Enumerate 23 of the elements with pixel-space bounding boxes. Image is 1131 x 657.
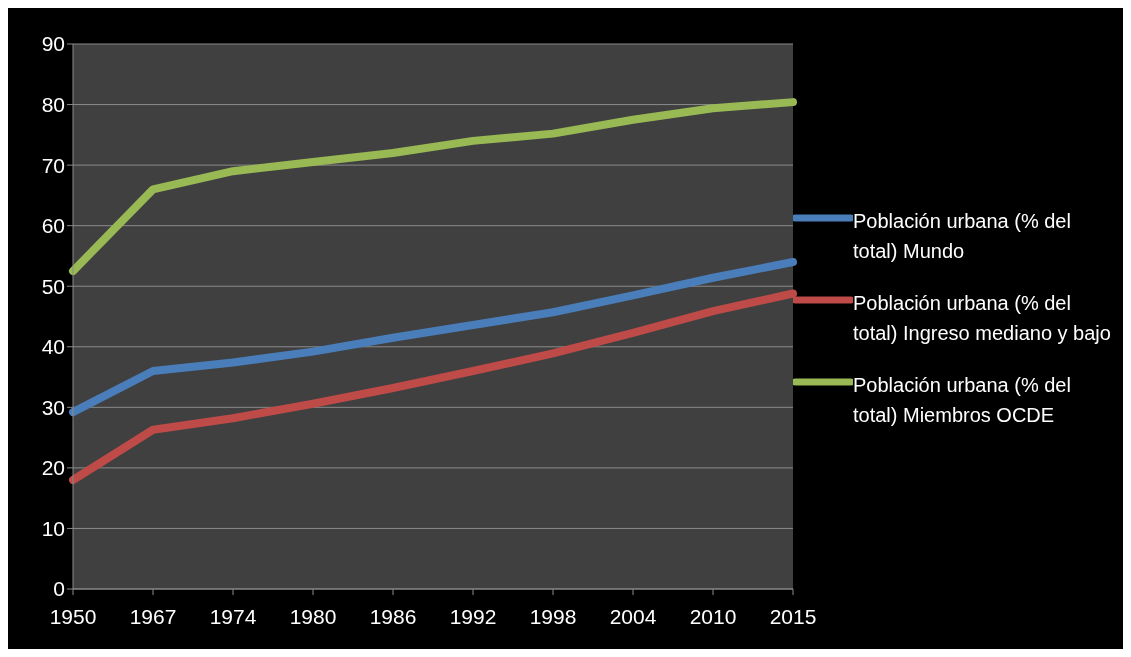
legend-label: Población urbana (% del total) Miembros OCDE bbox=[853, 372, 1072, 428]
legend-label: Población urbana (% del total) Mundo bbox=[853, 208, 1072, 264]
x-tick-label: 1980 bbox=[289, 604, 337, 628]
y-tick-label: 80 bbox=[41, 93, 65, 117]
y-tick-label: 60 bbox=[41, 214, 65, 238]
y-tick-label: 0 bbox=[53, 577, 65, 601]
x-tick-label: 1967 bbox=[129, 604, 177, 628]
x-tick-label: 2010 bbox=[689, 604, 737, 628]
legend-label: Población urbana (% del total) Ingreso mediano y bajo bbox=[853, 290, 1112, 346]
y-tick-label: 10 bbox=[41, 516, 65, 540]
y-tick-label: 40 bbox=[41, 335, 65, 359]
y-tick-label: 90 bbox=[41, 32, 65, 56]
x-tick-label: 1992 bbox=[449, 604, 497, 628]
x-tick-label: 2004 bbox=[609, 604, 657, 628]
y-tick-label: 20 bbox=[41, 456, 65, 480]
x-tick-label: 1974 bbox=[209, 604, 257, 628]
x-tick-label: 2015 bbox=[769, 604, 817, 628]
x-tick-label: 1998 bbox=[529, 604, 577, 628]
y-tick-label: 30 bbox=[41, 395, 65, 419]
x-tick-label: 1986 bbox=[369, 604, 417, 628]
x-tick-label: 1950 bbox=[49, 604, 97, 628]
y-tick-label: 50 bbox=[41, 274, 65, 298]
y-tick-label: 70 bbox=[41, 153, 65, 177]
